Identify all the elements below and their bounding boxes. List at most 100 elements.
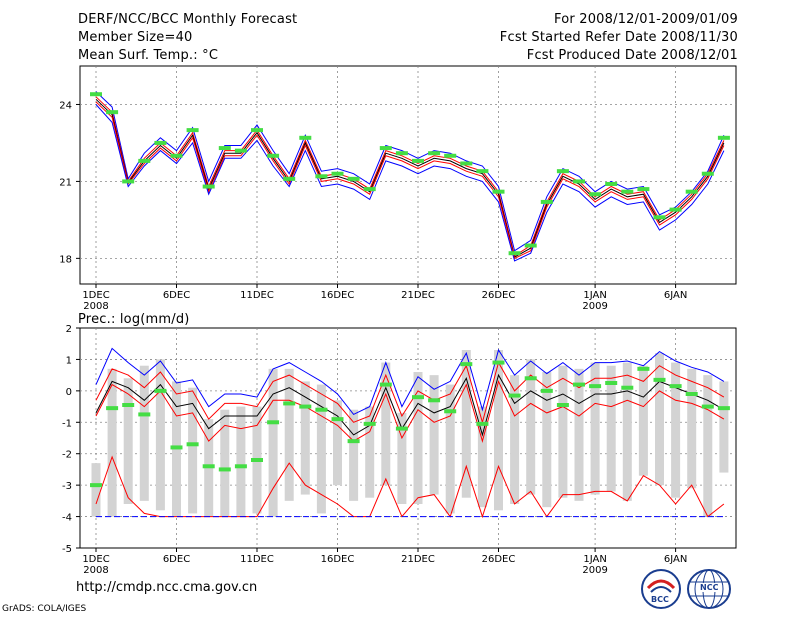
temp-ensemble-marker (122, 179, 135, 184)
temp-xtick-label: 1JAN (583, 290, 606, 301)
precip-range-bar (703, 375, 713, 517)
precip-range-bar (671, 362, 681, 498)
temp-xtick-label: 6JAN (664, 290, 687, 301)
precip-range-bar (429, 375, 439, 495)
precip-series-lower (95, 379, 725, 443)
temp-ensemble-marker (218, 146, 231, 151)
precip-ensemble-marker (379, 382, 392, 387)
temp-ensemble-marker (154, 140, 167, 145)
precip-xtick-label: 16DEC (321, 554, 355, 565)
temp-xtick-label: 1DEC (82, 290, 109, 301)
precip-ensemble-marker (347, 439, 360, 444)
precip-ensemble-marker (412, 395, 424, 400)
temp-ensemble-marker (202, 184, 215, 189)
precip-range-bar (622, 362, 632, 501)
precip-ensemble-marker (508, 393, 521, 398)
temp-ensemble-marker (669, 207, 682, 212)
precip-xtick-label: 6JAN (664, 554, 687, 565)
precip-xtick-label: 26DEC (482, 554, 516, 565)
precip-range-bar (638, 365, 648, 476)
member-size-label: Member Size=40 (78, 30, 193, 45)
precip-range-bar (510, 375, 520, 504)
temp-ensemble-marker (267, 153, 280, 158)
temp-ensemble-marker (717, 135, 730, 140)
precip-ensemble-marker (106, 406, 119, 411)
precip-range-bar (494, 350, 503, 511)
precip-ensemble-marker (605, 381, 618, 385)
temp-ensemble-marker (283, 176, 296, 181)
precip-ensemble-marker (251, 458, 263, 462)
precip-ensemble-marker (186, 442, 199, 447)
temp-ensemble-marker (444, 153, 457, 158)
precip-ensemble-marker (621, 385, 634, 390)
temp-ensemble-marker (186, 128, 199, 133)
precip-range-bar (349, 409, 359, 501)
precip-range-bar (381, 362, 391, 486)
temp-ensemble-marker (589, 192, 602, 197)
temp-ensemble-marker (299, 135, 312, 140)
precip-xtick-year: 2009 (582, 565, 607, 576)
temp-ensemble-marker (476, 169, 489, 174)
precip-ensemble-marker (218, 467, 231, 472)
precip-range-bar (606, 365, 616, 492)
temp-ensemble-marker (412, 158, 424, 163)
precip-ensemble-marker (428, 398, 441, 403)
temp-xtick-label: 11DEC (240, 290, 274, 301)
temp-xtick-label: 21DEC (401, 290, 435, 301)
started-date: Fcst Started Refer Date 2008/11/30 (499, 30, 738, 45)
precip-range-bar (558, 365, 568, 498)
precip-ensemble-marker (669, 384, 682, 389)
precip-ensemble-marker (653, 377, 666, 382)
temp-series-min (95, 104, 725, 262)
precip-range-bar (719, 381, 729, 473)
temp-ensemble-marker (234, 148, 247, 153)
precip-ensemble-marker (444, 409, 457, 414)
temp-ensemble-marker (524, 243, 537, 248)
chart-title: DERF/NCC/BCC Monthly Forecast (78, 12, 298, 27)
precip-ensemble-marker (234, 464, 247, 469)
source-url[interactable]: http://cmdp.ncc.cma.gov.cn (76, 580, 258, 595)
temp-xtick-label: 6DEC (163, 290, 190, 301)
precip-range-bar (365, 406, 375, 498)
bcc-logo: BCC (640, 568, 682, 610)
precip-ensemble-marker (283, 401, 296, 406)
temp-ensemble-marker (138, 158, 151, 163)
precip-ytick-label: -3 (62, 481, 72, 492)
precip-range-bar (397, 412, 407, 504)
temp-ensemble-marker (170, 153, 183, 158)
precip-ytick-label: -4 (62, 513, 72, 524)
precip-range-bar (268, 368, 278, 517)
temp-ensemble-marker (315, 174, 328, 179)
precip-ensemble-marker (331, 417, 344, 422)
temp-ensemble-marker (701, 171, 714, 176)
temp-ensemble-marker (379, 146, 392, 151)
temp-ensemble-marker (347, 176, 360, 181)
temp-series-lower (95, 101, 725, 260)
precip-range-bar (526, 359, 536, 495)
precip-range-bar (300, 381, 310, 495)
precip-ensemble-marker (138, 412, 151, 417)
precip-range-bar (413, 372, 423, 504)
precip-range-bar (284, 368, 294, 501)
precip-ensemble-marker (315, 407, 328, 412)
precip-range-bar (188, 387, 198, 514)
precip-xtick-label: 21DEC (401, 554, 435, 565)
precip-ytick-label: 1 (66, 355, 72, 366)
temp-series-mean (95, 98, 725, 258)
temp-ensemble-marker (621, 189, 634, 194)
precip-ensemble-marker (637, 366, 650, 371)
precip-ensemble-marker (170, 445, 183, 450)
precip-ensemble-marker (573, 382, 585, 387)
temp-series-max (95, 91, 725, 252)
precip-ensemble-marker (122, 403, 135, 407)
temp-ensemble-marker (428, 151, 441, 156)
precip-ensemble-marker (717, 406, 730, 411)
forecast-period: For 2008/12/01-2009/01/09 (554, 12, 738, 27)
precip-range-bar (542, 372, 552, 508)
temp-ensemble-marker (363, 187, 376, 192)
precip-range-bar (574, 368, 584, 501)
temp-ytick-label: 21 (59, 177, 72, 188)
temp-ensemble-marker (395, 151, 408, 156)
precip-ensemble-marker (363, 421, 376, 426)
